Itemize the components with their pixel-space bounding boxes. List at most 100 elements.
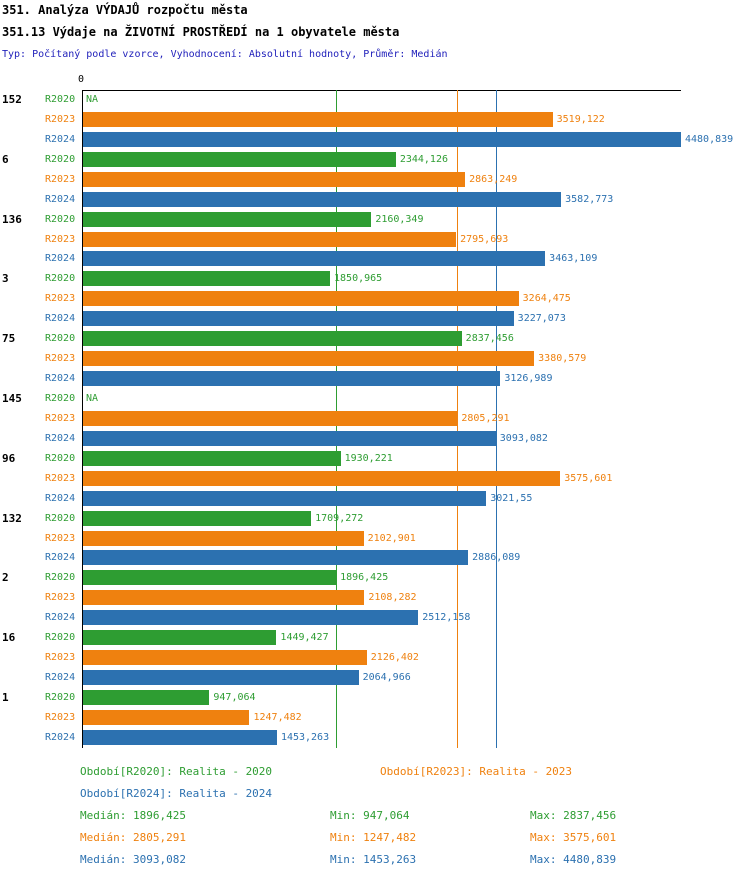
series-tick-label: R2024 — [45, 253, 76, 265]
group-label: 75 — [2, 332, 16, 346]
bar-value: 2863,249 — [469, 173, 518, 185]
x-axis-line — [82, 90, 681, 91]
bar-R2020[interactable] — [83, 510, 312, 526]
series-tick-label: R2024 — [45, 672, 76, 683]
legend-item-R2024: Období[R2024]: Realita - 2024 — [80, 787, 273, 800]
chart-meta-info: Typ: Počítaný podle vzorce, Vyhodnocení:… — [2, 49, 448, 60]
bar-R2023[interactable] — [83, 530, 364, 546]
stat-min-R2024: Min: 1453,263 — [330, 853, 417, 866]
bar-R2020[interactable] — [83, 690, 210, 705]
stat-max-R2020: Max: 2837,456 — [530, 809, 617, 822]
bar-value: 947,064 — [213, 692, 256, 703]
bar-value: 2837,456 — [465, 333, 514, 345]
bar-R2024[interactable] — [83, 610, 419, 626]
stat-min-R2020: Min: 947,064 — [330, 809, 410, 822]
group-label: 96 — [2, 451, 16, 465]
stat-min-R2023: Min: 1247,482 — [330, 831, 417, 844]
series-tick-label: R2023 — [45, 113, 76, 125]
bar-R2020[interactable] — [83, 151, 396, 167]
bar-R2020[interactable] — [83, 450, 341, 466]
group-label: 3 — [2, 272, 9, 286]
bar-value: 2126,402 — [370, 652, 419, 664]
series-tick-label: R2023 — [45, 592, 76, 604]
bar-value: 3227,073 — [517, 313, 566, 325]
series-tick-label: R2024 — [45, 432, 76, 444]
bar-R2024[interactable] — [83, 311, 514, 327]
bar-R2024[interactable] — [83, 430, 496, 446]
bar-R2024[interactable] — [83, 729, 277, 745]
bar-value: 3380,579 — [538, 353, 587, 365]
bar-R2023[interactable] — [83, 410, 458, 426]
legend-item-R2020: Období[R2020]: Realita - 2020 — [80, 765, 273, 778]
bar-value: 1709,272 — [315, 512, 364, 524]
bar-R2024[interactable] — [83, 251, 546, 267]
series-tick-label: R2023 — [45, 472, 76, 484]
bar-R2023[interactable] — [83, 231, 457, 247]
bar-R2023[interactable] — [83, 351, 535, 367]
bar-value: 4480,839 — [685, 133, 734, 145]
series-tick-label: R2023 — [45, 353, 76, 365]
group-label: 1 — [2, 691, 9, 704]
bar-value: NA — [86, 94, 99, 105]
bar-R2024[interactable] — [83, 490, 487, 506]
bar-R2023[interactable] — [83, 590, 365, 606]
series-tick-label: R2023 — [45, 532, 76, 544]
bar-R2023[interactable] — [83, 171, 466, 187]
bar-R2023[interactable] — [83, 291, 519, 307]
series-tick-label: R2024 — [45, 133, 76, 145]
bar-R2023[interactable] — [83, 470, 561, 486]
series-tick-label: R2023 — [45, 233, 76, 245]
bar-value: 1930,221 — [344, 452, 393, 464]
series-tick-label: R2020 — [45, 94, 76, 105]
bar-value: 2102,901 — [367, 532, 416, 544]
bar-R2020[interactable] — [83, 630, 277, 646]
bar-value: 1850,965 — [334, 273, 383, 285]
bar-R2024[interactable] — [83, 371, 501, 386]
page-title: 351. Analýza VÝDAJŮ rozpočtu města — [2, 3, 248, 17]
series-tick-label: R2020 — [45, 273, 76, 285]
series-tick-label: R2023 — [45, 412, 76, 424]
bar-R2024[interactable] — [83, 670, 359, 685]
series-tick-label: R2020 — [45, 213, 76, 225]
bar-value: 3093,082 — [499, 432, 548, 444]
bar-R2023[interactable] — [83, 111, 553, 127]
group-label: 6 — [2, 152, 9, 166]
bar-R2024[interactable] — [83, 550, 469, 566]
bar-value: 1896,425 — [340, 572, 389, 584]
median-line-R2024 — [495, 90, 497, 748]
chart-subtitle: 351.13 Výdaje na ŽIVOTNÍ PROSTŘEDÍ na 1 … — [2, 25, 400, 39]
bar-value: 2795,693 — [460, 233, 509, 245]
bar-R2024[interactable] — [83, 131, 681, 147]
bar-R2024[interactable] — [83, 191, 562, 207]
bar-value: 2108,282 — [368, 592, 417, 604]
group-label: 16 — [2, 631, 16, 645]
series-tick-label: R2023 — [45, 652, 76, 664]
series-tick-label: R2024 — [45, 313, 76, 325]
bar-value: 2886,089 — [472, 552, 521, 564]
bar-R2020[interactable] — [83, 271, 331, 287]
series-tick-label: R2020 — [45, 692, 76, 703]
x-axis-zero-label: 0 — [78, 74, 85, 85]
bar-R2023[interactable] — [83, 709, 250, 725]
series-tick-label: R2024 — [45, 731, 76, 743]
stat-median-R2020: Medián: 1896,425 — [80, 809, 186, 822]
series-tick-label: R2020 — [45, 153, 76, 165]
bar-value: 3264,475 — [522, 293, 571, 305]
series-tick-label: R2024 — [45, 373, 76, 384]
bar-R2020[interactable] — [83, 570, 337, 586]
bar-value: 3021,55 — [490, 492, 533, 504]
bar-R2020[interactable] — [83, 211, 372, 227]
group-label: 152 — [2, 93, 22, 106]
bar-value: 3575,601 — [564, 472, 613, 484]
series-tick-label: R2024 — [45, 193, 76, 205]
bar-R2020[interactable] — [83, 331, 462, 347]
group-label: 2 — [2, 571, 9, 585]
legend-item-R2023: Období[R2023]: Realita - 2023 — [380, 765, 573, 778]
series-tick-label: R2023 — [45, 293, 76, 305]
bar-value: 3582,773 — [565, 193, 614, 205]
bar-R2023[interactable] — [83, 650, 367, 666]
stat-max-R2024: Max: 4480,839 — [530, 853, 617, 866]
series-tick-label: R2020 — [45, 452, 76, 464]
